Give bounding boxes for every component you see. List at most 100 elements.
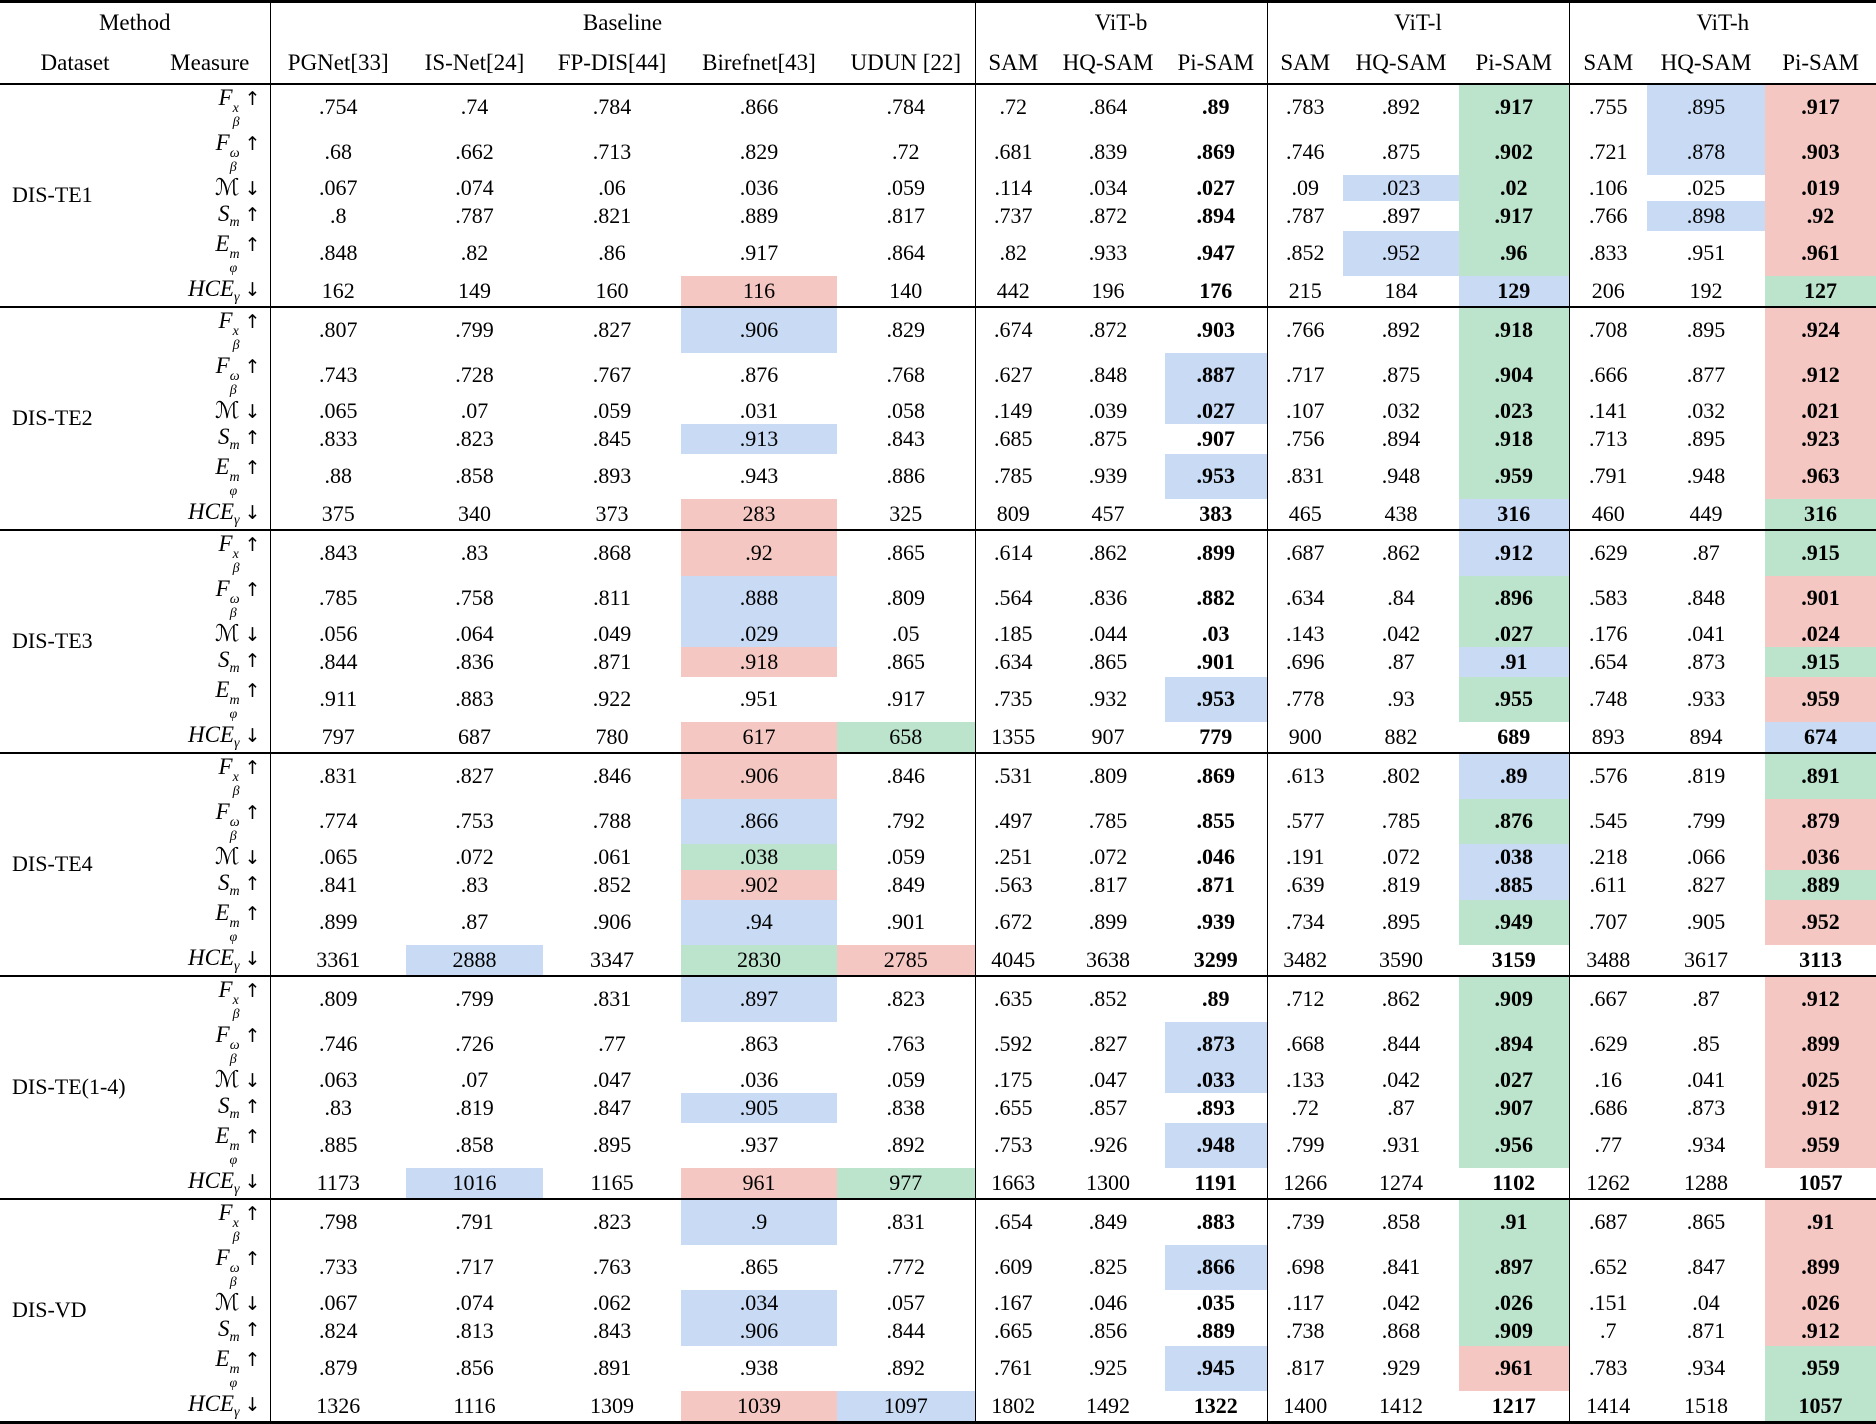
metric-value-cell: .686 [1589,1094,1628,1120]
metric-value-cell: .819 [1686,763,1726,788]
metric-value-cell: 977 [837,1167,976,1199]
measure-sub: β [232,783,240,799]
group-header-vit-b: ViT-b [975,1,1268,43]
metric-value-cell: .895 [1686,317,1726,342]
metric-value-cell: .918 [1459,423,1570,454]
metric-value-cell: .059 [837,1066,976,1093]
metric-value-cell: .772 [837,1244,976,1290]
metric-value-cell: 1400 [1283,1392,1328,1418]
metric-value-cell: .564 [994,585,1033,610]
metric-value-cell: .915 [1765,529,1876,576]
measure-symbol: ℳ [214,843,240,870]
model-column-header: Pi-SAM [1165,42,1268,84]
metric-value-cell: .844 [319,648,358,674]
metric-value-cell: 383 [1165,498,1268,530]
metric-value-cell: .863 [739,1031,779,1056]
metric-value-cell: .892 [837,1345,976,1391]
metric-value-cell: .82 [999,240,1028,265]
up-arrow-icon: ↑ [244,801,261,824]
metric-value-cell: .87 [1692,540,1720,565]
metric-value-cell: 373 [595,500,629,526]
measure-sub: m [229,1329,240,1345]
up-arrow-icon: ↑ [244,649,261,672]
metric-value-cell: .899 [1765,1244,1876,1290]
metric-value-cell: .865 [837,646,976,677]
metric-value-cell: .82 [460,240,489,265]
metric-value-cell: .91 [1459,646,1570,677]
metric-value-cell: .766 [1286,317,1325,342]
metric-value-cell: .823 [455,425,494,451]
metric-value-cell: 1300 [1086,1169,1131,1195]
measure-symbol: F [215,1244,230,1270]
metric-value-cell: 617 [681,721,837,753]
measure-symbol: E [215,453,230,479]
metric-value-cell: .821 [592,202,632,228]
metric-value-cell: .899 [319,909,358,934]
metric-value-cell: .917 [1459,83,1570,130]
up-arrow-icon: ↑ [244,355,261,378]
down-arrow-icon: ↓ [244,278,261,301]
metric-value-cell: .844 [1381,1031,1421,1056]
metric-value-cell: .707 [1589,909,1628,934]
metric-value-cell: .959 [1765,1122,1876,1168]
down-arrow-icon: ↓ [244,1069,261,1092]
metric-value-cell: .783 [1589,1355,1628,1380]
metric-value-cell: 779 [1165,721,1268,753]
metric-value-cell: .032 [1686,397,1726,423]
metric-value-cell: .88 [324,463,353,488]
measure-label: HCEγ ↓ [150,944,271,976]
metric-value-cell: .875 [1088,425,1128,451]
metric-value-cell: .897 [681,975,837,1022]
metric-value-cell: .852 [1088,986,1128,1011]
metric-value-cell: .917 [739,240,779,265]
metric-value-cell: .02 [1459,174,1570,201]
metric-value-cell: .899 [1088,909,1128,934]
metric-value-cell: .905 [681,1092,837,1123]
metric-value-cell: .176 [1589,620,1628,646]
metric-value-cell: .7 [1600,1317,1617,1343]
metric-value-cell: 196 [1091,277,1125,303]
metric-value-cell: .912 [1459,529,1570,576]
metric-value-cell: .862 [1381,540,1421,565]
up-arrow-icon: ↑ [244,1318,261,1341]
metric-value-cell: .899 [1165,529,1268,576]
metric-value-cell: .036 [1765,843,1876,870]
metric-value-cell: .057 [837,1289,976,1316]
metric-value-cell: .948 [1686,463,1726,488]
metric-value-cell: .809 [1088,763,1128,788]
metric-value-cell: .86 [598,240,626,265]
metric-value-cell: .849 [1088,1209,1128,1234]
metric-value-cell: .911 [319,686,358,711]
metric-value-cell: .848 [319,240,358,265]
metric-value-cell: .852 [1286,240,1325,265]
model-column-header: HQ-SAM [1660,49,1752,75]
metric-value-cell: 3299 [1165,944,1268,976]
measure-sub: m [229,883,240,899]
down-arrow-icon: ↓ [244,1393,261,1416]
metric-value-cell: .825 [1088,1254,1128,1279]
metric-value-cell: .497 [994,808,1033,833]
measure-sup: x [232,100,239,116]
metric-value-cell: .047 [592,1066,632,1092]
metric-value-cell: 215 [1288,277,1322,303]
metric-value-cell: .728 [455,362,494,387]
metric-value-cell: .802 [1381,763,1421,788]
table-row: Sm ↑ .841 .83 .852 .902.849 .563 .817 .871 .639 .8… [0,869,1876,900]
metric-value-cell: .784 [837,83,976,130]
metric-value-cell: .04 [1692,1289,1720,1315]
measure-label: HCEγ ↓ [150,275,271,307]
metric-value-cell: .888 [681,575,837,621]
measure-symbol: E [215,899,230,925]
group-header-baseline: Baseline [270,1,976,43]
metric-value-cell: .847 [1686,1254,1726,1279]
metric-value-cell: .897 [1381,202,1421,228]
metric-value-cell: 1191 [1165,1167,1268,1199]
metric-value-cell: 176 [1165,275,1268,307]
metric-value-cell: .843 [592,1317,632,1343]
metric-value-cell: 449 [1689,500,1723,526]
metric-value-cell: .894 [1381,425,1421,451]
